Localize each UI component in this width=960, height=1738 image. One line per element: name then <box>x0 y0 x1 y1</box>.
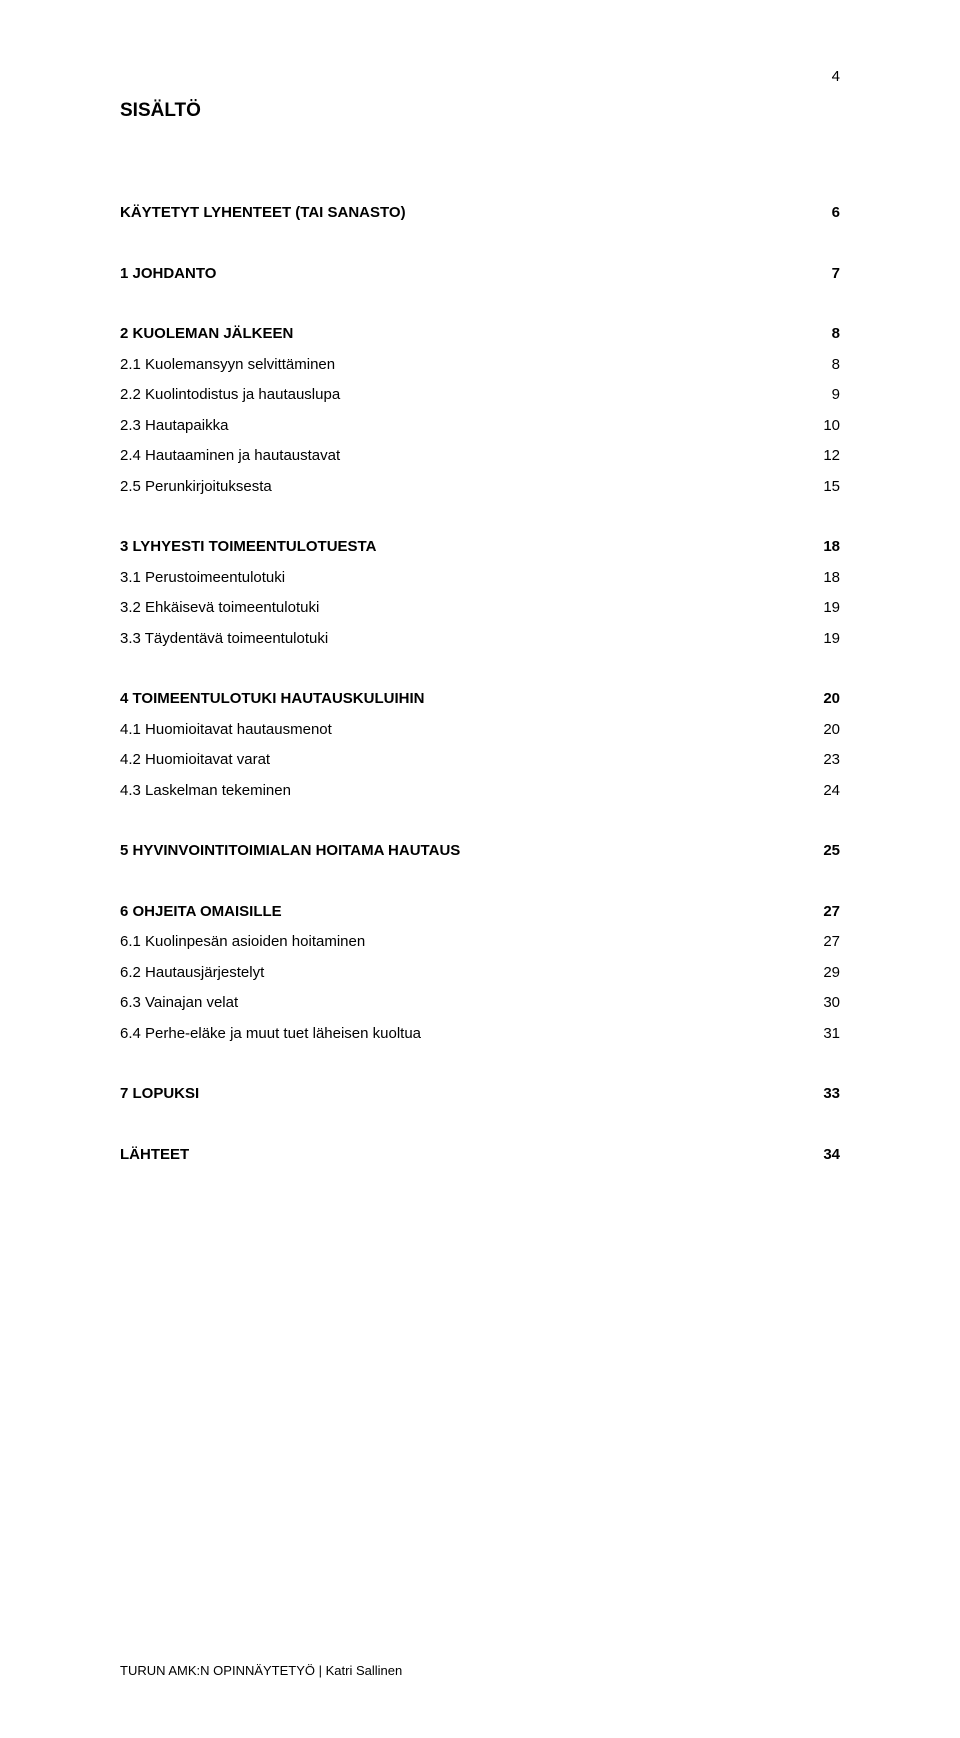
toc-label: 2.1 Kuolemansyyn selvittäminen <box>120 354 812 377</box>
toc-page-number: 18 <box>823 536 840 559</box>
toc-row: 2.1 Kuolemansyyn selvittäminen 8 <box>120 354 840 377</box>
toc-label: 3 LYHYESTI TOIMEENTULOTUESTA <box>120 536 803 559</box>
toc-page-number: 25 <box>823 840 840 863</box>
toc-row: 6 OHJEITA OMAISILLE 27 <box>120 901 840 924</box>
toc-row: 5 HYVINVOINTITOIMIALAN HOITAMA HAUTAUS 25 <box>120 840 840 863</box>
toc-gap <box>120 863 840 901</box>
toc-page-number: 24 <box>823 780 840 803</box>
toc-gap <box>120 1045 840 1083</box>
toc-label: 6.1 Kuolinpesän asioiden hoitaminen <box>120 931 803 954</box>
toc-page-number: 12 <box>823 445 840 468</box>
toc-gap <box>120 285 840 323</box>
toc-gap <box>120 984 840 992</box>
toc-label: 3.3 Täydentävä toimeentulotuki <box>120 628 803 651</box>
toc-row: 6.1 Kuolinpesän asioiden hoitaminen 27 <box>120 931 840 954</box>
toc-row: 6.3 Vainajan velat 30 <box>120 992 840 1015</box>
toc-gap <box>120 923 840 931</box>
toc-gap <box>120 711 840 719</box>
toc-row: 4.3 Laskelman tekeminen 24 <box>120 780 840 803</box>
toc-row: 3.3 Täydentävä toimeentulotuki 19 <box>120 628 840 651</box>
toc-page-number: 33 <box>823 1083 840 1106</box>
toc-page-number: 18 <box>823 567 840 590</box>
table-of-contents: KÄYTETYT LYHENTEET (TAI SANASTO) 6 1 JOHDA… <box>120 202 840 1166</box>
toc-gap <box>120 468 840 476</box>
toc-gap <box>120 954 840 962</box>
toc-gap <box>120 1106 840 1144</box>
toc-label: 4.3 Laskelman tekeminen <box>120 780 803 803</box>
toc-gap <box>120 650 840 688</box>
toc-label: LÄHTEET <box>120 1144 803 1167</box>
toc-gap <box>120 346 840 354</box>
toc-gap <box>120 620 840 628</box>
toc-gap <box>120 376 840 384</box>
toc-row: 1 JOHDANTO 7 <box>120 263 840 286</box>
toc-page-number: 7 <box>832 263 840 286</box>
toc-page-number: 15 <box>823 476 840 499</box>
toc-row: KÄYTETYT LYHENTEET (TAI SANASTO) 6 <box>120 202 840 225</box>
toc-row: LÄHTEET 34 <box>120 1144 840 1167</box>
toc-row: 7 LOPUKSI 33 <box>120 1083 840 1106</box>
toc-page-number: 23 <box>823 749 840 772</box>
toc-row: 4.1 Huomioitavat hautausmenot 20 <box>120 719 840 742</box>
toc-gap <box>120 802 840 840</box>
page-number: 4 <box>832 68 840 85</box>
toc-label: 6.4 Perhe-eläke ja muut tuet läheisen ku… <box>120 1023 803 1046</box>
footer-text: TURUN AMK:N OPINNÄYTETYÖ | Katri Salline… <box>120 1663 402 1678</box>
toc-page-number: 8 <box>832 354 840 377</box>
toc-gap <box>120 772 840 780</box>
toc-page-number: 27 <box>823 901 840 924</box>
toc-gap <box>120 407 840 415</box>
toc-page-number: 31 <box>823 1023 840 1046</box>
toc-page-number: 6 <box>832 202 840 225</box>
toc-label: 7 LOPUKSI <box>120 1083 803 1106</box>
toc-gap <box>120 1015 840 1023</box>
toc-gap <box>120 225 840 263</box>
toc-gap <box>120 741 840 749</box>
toc-label: 3.1 Perustoimeentulotuki <box>120 567 803 590</box>
toc-label: KÄYTETYT LYHENTEET (TAI SANASTO) <box>120 202 812 225</box>
toc-row: 2 KUOLEMAN JÄLKEEN 8 <box>120 323 840 346</box>
toc-label: 4 TOIMEENTULOTUKI HAUTAUSKULUIHIN <box>120 688 803 711</box>
toc-label: 5 HYVINVOINTITOIMIALAN HOITAMA HAUTAUS <box>120 840 803 863</box>
toc-label: 6 OHJEITA OMAISILLE <box>120 901 803 924</box>
toc-label: 4.2 Huomioitavat varat <box>120 749 803 772</box>
toc-page-number: 30 <box>823 992 840 1015</box>
toc-row: 6.2 Hautausjärjestelyt 29 <box>120 962 840 985</box>
toc-label: 6.2 Hautausjärjestelyt <box>120 962 803 985</box>
toc-row: 3 LYHYESTI TOIMEENTULOTUESTA 18 <box>120 536 840 559</box>
toc-row: 4.2 Huomioitavat varat 23 <box>120 749 840 772</box>
toc-row: 2.4 Hautaaminen ja hautaustavat 12 <box>120 445 840 468</box>
toc-label: 2.4 Hautaaminen ja hautaustavat <box>120 445 803 468</box>
toc-gap <box>120 589 840 597</box>
toc-page-number: 8 <box>832 323 840 346</box>
toc-gap <box>120 437 840 445</box>
toc-gap <box>120 498 840 536</box>
toc-label: 6.3 Vainajan velat <box>120 992 803 1015</box>
toc-page-number: 27 <box>823 931 840 954</box>
toc-label: 2.2 Kuolintodistus ja hautauslupa <box>120 384 812 407</box>
toc-label: 3.2 Ehkäisevä toimeentulotuki <box>120 597 803 620</box>
toc-row: 3.2 Ehkäisevä toimeentulotuki 19 <box>120 597 840 620</box>
toc-gap <box>120 559 840 567</box>
toc-page-number: 19 <box>823 628 840 651</box>
toc-row: 3.1 Perustoimeentulotuki 18 <box>120 567 840 590</box>
toc-label: 2 KUOLEMAN JÄLKEEN <box>120 323 812 346</box>
toc-page-number: 34 <box>823 1144 840 1167</box>
toc-row: 2.5 Perunkirjoituksesta 15 <box>120 476 840 499</box>
toc-page-number: 20 <box>823 719 840 742</box>
toc-label: 1 JOHDANTO <box>120 263 812 286</box>
toc-label: 2.5 Perunkirjoituksesta <box>120 476 803 499</box>
toc-page-number: 10 <box>823 415 840 438</box>
toc-label: 4.1 Huomioitavat hautausmenot <box>120 719 803 742</box>
toc-page-number: 29 <box>823 962 840 985</box>
toc-page-number: 20 <box>823 688 840 711</box>
toc-row: 4 TOIMEENTULOTUKI HAUTAUSKULUIHIN 20 <box>120 688 840 711</box>
toc-label: 2.3 Hautapaikka <box>120 415 803 438</box>
toc-page-number: 9 <box>832 384 840 407</box>
toc-page-number: 19 <box>823 597 840 620</box>
toc-row: 2.3 Hautapaikka 10 <box>120 415 840 438</box>
toc-row: 6.4 Perhe-eläke ja muut tuet läheisen ku… <box>120 1023 840 1046</box>
page-title: SISÄLTÖ <box>120 100 840 122</box>
toc-row: 2.2 Kuolintodistus ja hautauslupa 9 <box>120 384 840 407</box>
